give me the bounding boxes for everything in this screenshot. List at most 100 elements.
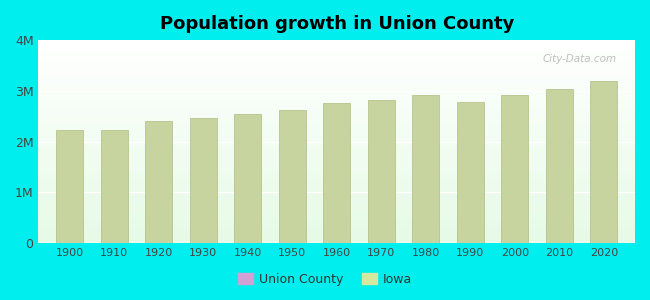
Bar xyxy=(38,136,635,138)
Bar xyxy=(38,219,635,220)
Bar xyxy=(235,114,261,243)
Bar xyxy=(38,70,635,72)
Bar xyxy=(38,155,635,156)
Bar xyxy=(38,187,635,188)
Bar xyxy=(38,151,635,152)
Bar xyxy=(546,88,573,243)
Bar xyxy=(38,210,635,211)
Bar xyxy=(38,121,635,122)
Bar xyxy=(38,112,635,113)
Bar xyxy=(38,197,635,199)
Bar xyxy=(38,242,635,243)
Bar xyxy=(38,49,635,50)
Bar xyxy=(38,54,635,55)
Bar xyxy=(38,64,635,65)
Bar xyxy=(38,227,635,228)
Bar xyxy=(38,108,635,109)
Bar xyxy=(38,149,635,150)
Bar xyxy=(38,45,635,46)
Bar xyxy=(38,115,635,116)
Bar xyxy=(38,86,635,87)
Bar xyxy=(38,114,635,115)
Bar xyxy=(38,120,635,121)
Bar xyxy=(38,65,635,67)
Bar xyxy=(38,205,635,206)
Bar xyxy=(38,175,635,176)
Bar xyxy=(38,186,635,187)
Bar xyxy=(38,77,635,78)
Bar xyxy=(38,169,635,170)
Bar xyxy=(38,152,635,153)
Bar xyxy=(38,117,635,118)
Bar xyxy=(38,218,635,219)
Bar xyxy=(38,58,635,59)
Bar xyxy=(38,95,635,96)
Bar xyxy=(38,157,635,158)
Bar xyxy=(412,95,439,243)
Bar xyxy=(38,222,635,223)
Bar xyxy=(38,128,635,129)
Bar xyxy=(38,162,635,163)
Bar xyxy=(38,52,635,53)
Bar xyxy=(38,160,635,161)
Bar xyxy=(590,81,618,243)
Legend: Union County, Iowa: Union County, Iowa xyxy=(233,268,417,291)
Bar xyxy=(38,200,635,202)
Bar xyxy=(38,57,635,59)
Bar xyxy=(38,236,635,237)
Bar xyxy=(38,182,635,183)
Bar xyxy=(38,111,635,112)
Bar xyxy=(38,237,635,238)
Bar xyxy=(38,211,635,212)
Bar xyxy=(38,174,635,175)
Bar xyxy=(38,168,635,169)
Bar xyxy=(38,208,635,210)
Bar xyxy=(38,223,635,224)
Bar xyxy=(324,103,350,243)
Bar xyxy=(38,126,635,128)
Text: City-Data.com: City-Data.com xyxy=(543,54,617,64)
Bar xyxy=(38,94,635,95)
Bar xyxy=(38,116,635,117)
Bar xyxy=(38,105,635,106)
Bar xyxy=(38,79,635,80)
Bar xyxy=(38,207,635,208)
Bar xyxy=(38,153,635,154)
Bar xyxy=(38,234,635,235)
Bar xyxy=(38,90,635,91)
Bar xyxy=(38,226,635,227)
Bar xyxy=(38,55,635,56)
Bar xyxy=(38,44,635,45)
Bar xyxy=(38,239,635,240)
Bar xyxy=(38,235,635,236)
Bar xyxy=(38,61,635,62)
Bar xyxy=(38,142,635,144)
Bar xyxy=(501,94,528,243)
Bar xyxy=(38,122,635,123)
Bar xyxy=(38,85,635,86)
Bar xyxy=(38,50,635,51)
Bar xyxy=(38,93,635,94)
Bar xyxy=(38,89,635,90)
Bar xyxy=(38,165,635,166)
Bar xyxy=(38,220,635,221)
Bar xyxy=(38,83,635,84)
Bar xyxy=(38,81,635,82)
Bar xyxy=(38,196,635,197)
Bar xyxy=(38,56,635,57)
Bar xyxy=(38,113,635,114)
Bar xyxy=(38,238,635,239)
Bar xyxy=(38,229,635,230)
Bar xyxy=(38,184,635,185)
Title: Population growth in Union County: Population growth in Union County xyxy=(159,15,514,33)
Bar xyxy=(38,125,635,126)
Bar xyxy=(38,144,635,145)
Bar xyxy=(38,194,635,195)
Bar xyxy=(38,53,635,54)
Bar xyxy=(38,101,635,102)
Bar xyxy=(38,141,635,142)
Bar xyxy=(38,230,635,231)
Bar xyxy=(38,212,635,213)
Bar xyxy=(38,202,635,203)
Bar xyxy=(38,240,635,241)
